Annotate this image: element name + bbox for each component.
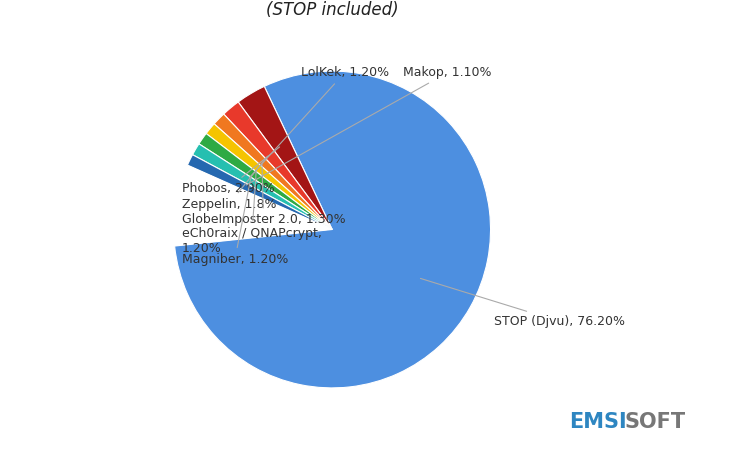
Text: EMSI: EMSI: [569, 412, 627, 432]
Text: GlobeImposter 2.0, 1.30%: GlobeImposter 2.0, 1.30%: [182, 164, 345, 226]
Text: Phobos, 2.90%: Phobos, 2.90%: [182, 147, 280, 195]
Wedge shape: [188, 155, 332, 230]
Wedge shape: [206, 124, 332, 230]
Text: Zeppelin, 1.8%: Zeppelin, 1.8%: [182, 156, 276, 211]
Wedge shape: [174, 165, 332, 246]
Text: Makop, 1.10%: Makop, 1.10%: [246, 66, 492, 185]
Wedge shape: [238, 86, 332, 230]
Text: Magniber, 1.20%: Magniber, 1.20%: [182, 176, 288, 266]
Wedge shape: [199, 134, 332, 230]
Text: STOP (Djvu), 76.20%: STOP (Djvu), 76.20%: [420, 279, 625, 328]
Text: eCh0raix / QNAPcrypt,
1.20%: eCh0raix / QNAPcrypt, 1.20%: [182, 170, 321, 255]
Wedge shape: [223, 102, 332, 230]
Text: LolKek, 1.20%: LolKek, 1.20%: [250, 66, 389, 178]
Wedge shape: [214, 114, 332, 230]
Text: SOFT: SOFT: [624, 412, 685, 432]
Wedge shape: [193, 144, 332, 230]
Title: Top 10 most commonly reported ransomware strains of Q4 2021
(STOP included): Top 10 most commonly reported ransomware…: [63, 0, 602, 19]
Wedge shape: [174, 71, 491, 388]
